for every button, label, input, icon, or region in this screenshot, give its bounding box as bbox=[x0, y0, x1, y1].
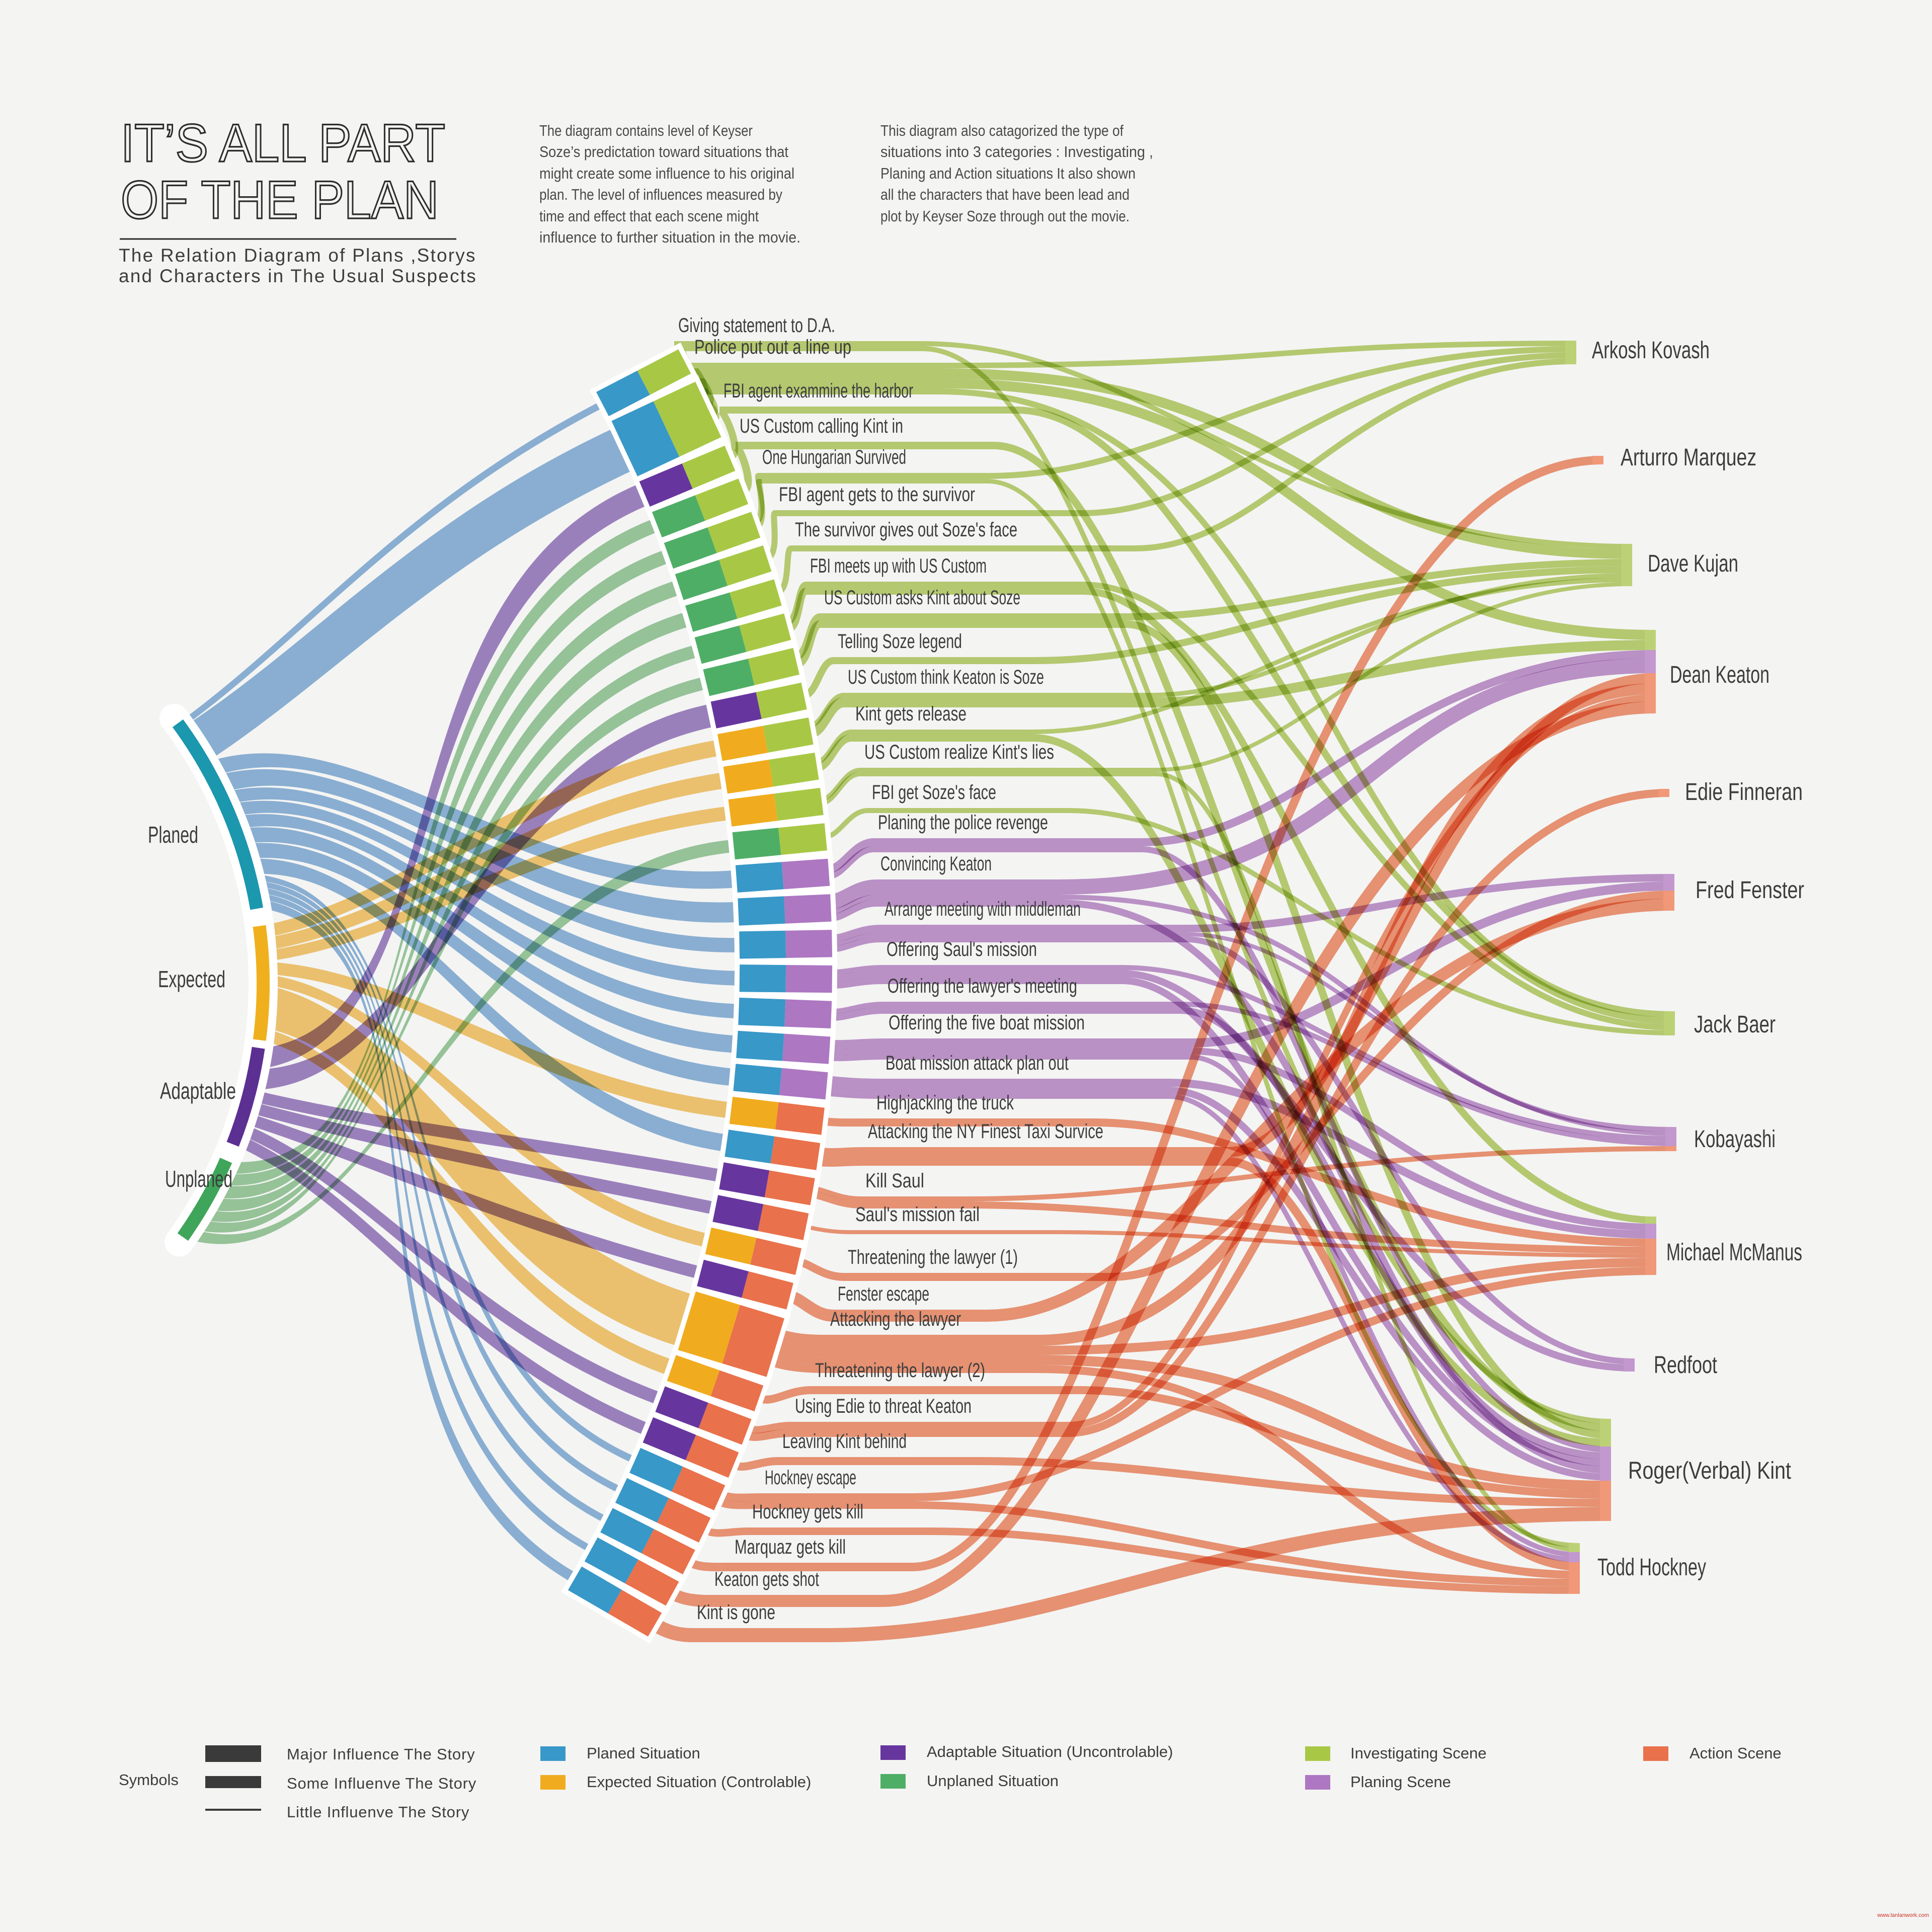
svg-text:time and effect that each scen: time and effect that each scene might bbox=[539, 207, 759, 225]
svg-text:Kill Saul: Kill Saul bbox=[865, 1170, 924, 1192]
svg-text:FBI agent exammine the harbor: FBI agent exammine the harbor bbox=[723, 380, 913, 402]
svg-text:Planing and Action situations: Planing and Action situations It also sh… bbox=[880, 165, 1136, 182]
svg-text:Offering the lawyer's meeting: Offering the lawyer's meeting bbox=[888, 975, 1077, 997]
svg-text:Telling Soze legend: Telling Soze legend bbox=[838, 630, 962, 653]
svg-text:Planing the police revenge: Planing the police revenge bbox=[878, 812, 1048, 834]
svg-text:US Custom think Keaton is Soze: US Custom think Keaton is Soze bbox=[848, 666, 1044, 688]
svg-text:Major Influence The Story: Major Influence The Story bbox=[287, 1745, 475, 1763]
svg-text:Marquaz gets kill: Marquaz gets kill bbox=[735, 1536, 846, 1558]
svg-text:Fenster escape: Fenster escape bbox=[838, 1283, 929, 1305]
svg-text:FBI meets up with US Custom: FBI meets up with US Custom bbox=[810, 555, 987, 577]
svg-text:Planing Scene: Planing Scene bbox=[1350, 1773, 1451, 1791]
svg-text:Dean Keaton: Dean Keaton bbox=[1670, 662, 1769, 688]
svg-text:Convincing Keaton: Convincing Keaton bbox=[880, 853, 992, 875]
svg-text:Planed Situation: Planed Situation bbox=[587, 1744, 700, 1762]
svg-text:Michael McManus: Michael McManus bbox=[1666, 1239, 1802, 1266]
svg-text:FBI get Soze's face: FBI get Soze's face bbox=[872, 781, 996, 803]
svg-text:OF THE PLAN: OF THE PLAN bbox=[121, 170, 439, 230]
svg-text:Planed: Planed bbox=[148, 822, 198, 848]
svg-text:Todd Hockney: Todd Hockney bbox=[1597, 1554, 1706, 1581]
svg-text:www.lanlanwork.com: www.lanlanwork.com bbox=[1877, 1912, 1929, 1918]
svg-text:Hockney escape: Hockney escape bbox=[765, 1467, 856, 1489]
svg-text:Boat mission attack plan out: Boat mission attack plan out bbox=[886, 1052, 1069, 1074]
svg-text:Leaving Kint behind: Leaving Kint behind bbox=[782, 1430, 907, 1453]
svg-text:Expected: Expected bbox=[158, 966, 225, 992]
svg-text:Unplaned: Unplaned bbox=[165, 1166, 232, 1192]
svg-text:Attacking the lawyer: Attacking the lawyer bbox=[830, 1308, 961, 1330]
svg-text:Little Influenve The Story: Little Influenve The Story bbox=[287, 1803, 469, 1821]
svg-text:situations into 3 categories :: situations into 3 categories : Investiga… bbox=[880, 143, 1153, 160]
svg-text:IT’S ALL PART: IT’S ALL PART bbox=[121, 113, 445, 173]
svg-text:Threatening the lawyer (2): Threatening the lawyer (2) bbox=[815, 1359, 985, 1382]
svg-text:Investigating Scene: Investigating Scene bbox=[1350, 1744, 1487, 1762]
svg-text:Attacking the NY Finest Taxi S: Attacking the NY Finest Taxi Survice bbox=[868, 1120, 1103, 1143]
svg-text:Dave Kujan: Dave Kujan bbox=[1648, 550, 1738, 577]
svg-text:This diagram also catagorized: This diagram also catagorized the type o… bbox=[880, 122, 1123, 139]
svg-text:Arturro Marquez: Arturro Marquez bbox=[1621, 444, 1756, 471]
svg-text:Offering the five boat mission: Offering the five boat mission bbox=[889, 1012, 1085, 1034]
svg-text:Soze’s predictation toward sit: Soze’s predictation toward situations th… bbox=[539, 143, 788, 160]
svg-text:influence to further situation: influence to further situation in the mo… bbox=[539, 228, 800, 246]
svg-text:FBI agent gets to the survivor: FBI agent gets to the survivor bbox=[779, 484, 975, 506]
svg-text:Threatening the lawyer (1): Threatening the lawyer (1) bbox=[848, 1246, 1018, 1268]
svg-text:One Hungarian Survived: One Hungarian Survived bbox=[762, 446, 906, 468]
svg-text:Expected Situation (Controlabl: Expected Situation (Controlable) bbox=[587, 1773, 811, 1791]
svg-text:The survivor gives out Soze's: The survivor gives out Soze's face bbox=[795, 519, 1017, 541]
svg-text:all the characters that have b: all the characters that have been lead a… bbox=[880, 186, 1130, 203]
svg-text:Kint gets release: Kint gets release bbox=[855, 703, 967, 725]
svg-text:The Relation Diagram of Plans: The Relation Diagram of Plans ,Storys bbox=[119, 245, 476, 266]
svg-text:plot by Keyser Soze through ou: plot by Keyser Soze through out the movi… bbox=[880, 207, 1130, 225]
svg-text:might create some influence to: might create some influence to his origi… bbox=[539, 165, 794, 182]
svg-text:and Characters in The Usual Su: and Characters in The Usual Suspects bbox=[119, 266, 477, 286]
svg-text:US Custom realize Kint's lies: US Custom realize Kint's lies bbox=[864, 741, 1054, 763]
svg-text:US Custom asks Kint about Soze: US Custom asks Kint about Soze bbox=[824, 587, 1020, 609]
svg-text:Using Edie to threat Keaton: Using Edie to threat Keaton bbox=[795, 1395, 972, 1417]
svg-text:Highjacking the truck: Highjacking the truck bbox=[876, 1092, 1014, 1114]
svg-text:Some Influenve The Story: Some Influenve The Story bbox=[287, 1775, 476, 1792]
svg-text:plan. The level of influences: plan. The level of influences measured b… bbox=[539, 186, 782, 203]
svg-text:Fred Fenster: Fred Fenster bbox=[1696, 877, 1804, 904]
svg-text:Hockney gets kill: Hockney gets kill bbox=[752, 1501, 863, 1523]
svg-text:Kint is gone: Kint is gone bbox=[697, 1601, 775, 1624]
svg-text:Action Scene: Action Scene bbox=[1689, 1744, 1782, 1762]
svg-text:Adaptable: Adaptable bbox=[160, 1078, 236, 1104]
svg-text:Keaton gets shot: Keaton gets shot bbox=[714, 1568, 819, 1590]
svg-text:Arrange meeting with middleman: Arrange meeting with middleman bbox=[884, 898, 1081, 920]
svg-text:US Custom calling Kint in: US Custom calling Kint in bbox=[740, 415, 903, 437]
svg-text:Offering Saul's mission: Offering Saul's mission bbox=[887, 938, 1037, 960]
svg-text:Edie Finneran: Edie Finneran bbox=[1685, 779, 1803, 806]
svg-text:Police put out a line up: Police put out a line up bbox=[694, 336, 851, 358]
svg-text:Giving statement to D.A.: Giving statement to D.A. bbox=[678, 314, 835, 337]
svg-text:Symbols: Symbols bbox=[119, 1771, 179, 1789]
svg-text:Redfoot: Redfoot bbox=[1654, 1352, 1717, 1379]
svg-text:Kobayashi: Kobayashi bbox=[1694, 1126, 1776, 1153]
svg-text:Saul's mission fail: Saul's mission fail bbox=[855, 1203, 980, 1226]
svg-text:Roger(Verbal) Kint: Roger(Verbal) Kint bbox=[1628, 1458, 1791, 1484]
svg-text:Jack Baer: Jack Baer bbox=[1694, 1011, 1776, 1038]
svg-text:The diagram contains level of: The diagram contains level of Keyser bbox=[539, 122, 753, 139]
svg-text:Adaptable Situation (Uncontrol: Adaptable Situation (Uncontrolable) bbox=[927, 1743, 1173, 1760]
svg-text:Arkosh Kovash: Arkosh Kovash bbox=[1592, 337, 1710, 364]
svg-text:Unplaned Situation: Unplaned Situation bbox=[927, 1772, 1059, 1790]
